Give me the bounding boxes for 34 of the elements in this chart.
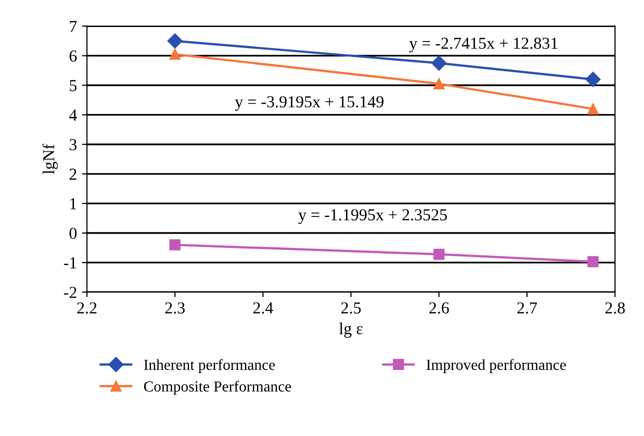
y-tick-label: -2 xyxy=(64,286,76,298)
x-tick-label: 2.7 xyxy=(517,302,537,314)
annotation: y = -1.1995x + 2.3525 xyxy=(298,209,447,224)
x-tick-label: 2.4 xyxy=(253,302,274,314)
point xyxy=(169,48,181,60)
y-tick-label: 1 xyxy=(70,198,76,210)
x-tick-label: 2.3 xyxy=(165,302,185,314)
y-tick-label: 0 xyxy=(70,228,77,239)
y-tick-label: -1 xyxy=(64,257,76,268)
y-tick-label: 7 xyxy=(70,21,77,32)
legend-label: Improved performance xyxy=(426,359,566,374)
point xyxy=(587,103,599,114)
y-tick-label: 3 xyxy=(70,139,77,150)
annotation: y = -3.9195x + 15.149 xyxy=(235,96,384,111)
y-tick-label: 4 xyxy=(69,110,77,121)
x-tick-label: 2.5 xyxy=(341,302,361,314)
point xyxy=(585,72,601,87)
y-tick-label: 6 xyxy=(70,50,77,62)
x-tick-label: 2.6 xyxy=(429,302,449,314)
legend-label: Inherent performance xyxy=(144,359,275,374)
x-axis-title: lg ε xyxy=(339,322,363,338)
x-tick-label: 2.8 xyxy=(605,302,625,314)
y-axis-title: lgNf xyxy=(42,144,58,174)
y-tick-label: 2 xyxy=(70,168,76,180)
x-tick-label: 2.2 xyxy=(77,302,96,314)
point xyxy=(169,239,181,250)
point xyxy=(431,56,447,71)
legend-label: Composite Performance xyxy=(144,380,292,395)
point xyxy=(433,78,445,90)
annotation: y = -2.7415x + 12.831 xyxy=(409,38,558,52)
point xyxy=(433,248,445,260)
y-tick-label: 5 xyxy=(70,80,77,92)
point xyxy=(587,256,599,268)
point xyxy=(167,33,183,49)
